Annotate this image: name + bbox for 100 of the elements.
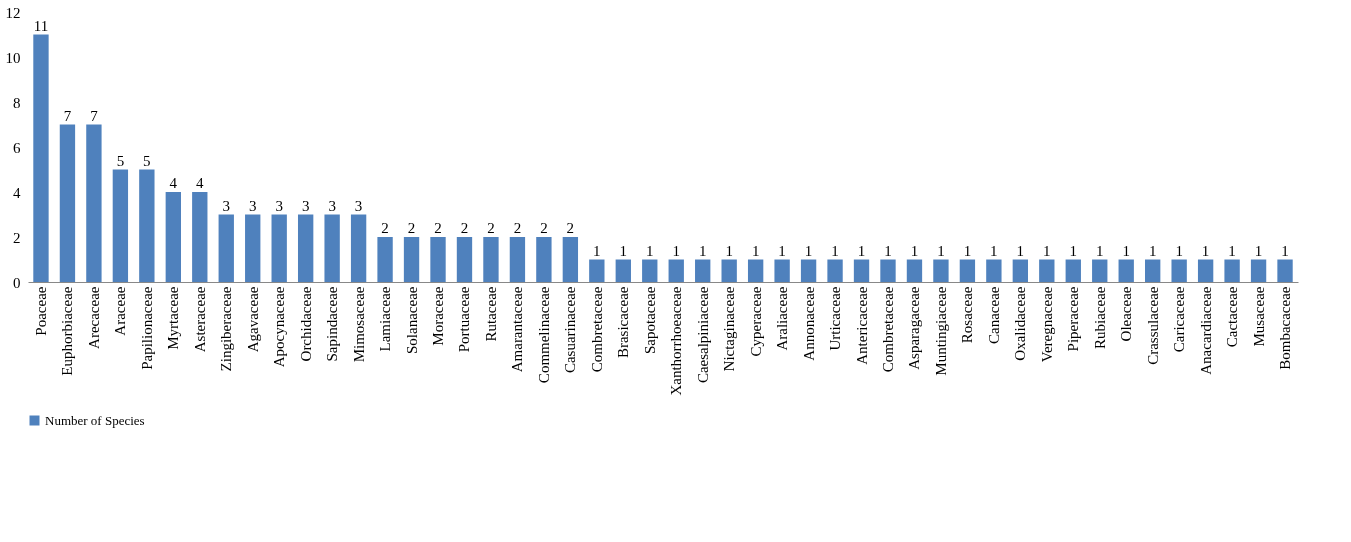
data-label: 3 — [275, 197, 283, 214]
bar — [59, 124, 76, 282]
x-tick-label: Arecaceae — [85, 286, 102, 349]
data-label: 2 — [513, 220, 522, 236]
data-label: 4 — [169, 175, 178, 191]
bar — [403, 237, 420, 282]
x-tick-label: Nictaginaceae — [721, 286, 738, 372]
bar — [139, 169, 155, 282]
bar — [747, 259, 764, 282]
x-tick-label: Euphorbiaceae — [59, 286, 76, 376]
y-tick-label: 0 — [13, 274, 21, 291]
bar — [959, 259, 976, 282]
data-label: 1 — [1175, 242, 1183, 259]
data-label: 11 — [33, 17, 49, 34]
x-tick-label: Mimosaceae — [350, 286, 367, 363]
x-tick-label: Moraceae — [430, 286, 447, 346]
x-tick-label: Canaceae — [985, 286, 1002, 344]
data-label: 2 — [487, 220, 495, 236]
bar — [562, 237, 579, 282]
data-label: 1 — [1069, 242, 1078, 259]
data-label: 2 — [407, 220, 416, 236]
bar — [192, 192, 208, 282]
x-tick-label: Rubiaceae — [1091, 286, 1108, 349]
data-label: 1 — [725, 242, 733, 259]
x-tick-label: Poaceae — [32, 286, 49, 336]
x-tick-label: Sapindaceae — [324, 286, 341, 362]
x-tick-label: Oleaceae — [1118, 286, 1135, 342]
x-tick-label: Asteraceae — [191, 286, 208, 353]
y-tick-label: 8 — [13, 94, 21, 111]
x-tick-label: Musaceae — [1250, 286, 1267, 347]
x-tick-label: Myrtaceae — [165, 286, 182, 350]
x-tick-label: Lamiaceae — [377, 286, 394, 352]
bar — [483, 237, 499, 282]
x-tick-label: Anacardiaceae — [1197, 286, 1214, 375]
x-tick-label: Solanaceae — [403, 286, 420, 354]
data-label: 2 — [434, 220, 442, 236]
bar — [933, 259, 949, 282]
x-tick-label: Xanthorrhoeaceae — [668, 286, 685, 396]
data-label: 1 — [1254, 242, 1263, 259]
bar — [218, 214, 234, 282]
bar — [165, 192, 181, 282]
x-tick-label: Papilionaceae — [138, 286, 155, 370]
bar — [271, 214, 287, 282]
bar — [1171, 259, 1187, 282]
bar — [1277, 259, 1293, 282]
bar — [86, 124, 102, 282]
data-label: 1 — [672, 242, 680, 259]
y-tick-label: 12 — [5, 4, 21, 21]
data-label: 1 — [1043, 242, 1051, 259]
data-label: 1 — [646, 242, 654, 259]
data-label: 3 — [301, 197, 310, 214]
bar — [721, 259, 737, 282]
y-tick-label: 10 — [5, 49, 21, 66]
y-tick-label: 6 — [13, 139, 21, 156]
y-tick-label: 2 — [13, 229, 21, 246]
bar — [1250, 259, 1267, 282]
x-tick-label: Rosaceae — [959, 286, 976, 344]
x-tick-label: Zingiberaceae — [218, 286, 235, 372]
data-label: 1 — [1095, 242, 1104, 259]
x-tick-label: Rutaceae — [482, 286, 499, 342]
bar — [1197, 259, 1214, 282]
data-label: 2 — [460, 220, 469, 236]
x-tick-label: Veregnaceae — [1038, 286, 1055, 363]
data-label: 2 — [540, 220, 548, 236]
x-tick-label: Bombacaceae — [1277, 286, 1294, 370]
data-label: 3 — [248, 197, 257, 214]
bar — [668, 259, 684, 282]
y-tick-label: 4 — [13, 184, 21, 201]
data-label: 4 — [196, 175, 205, 191]
x-tick-label: Cactaceae — [1224, 286, 1241, 348]
bar — [33, 34, 49, 282]
x-tick-label: Brasicaceae — [615, 286, 632, 359]
bar — [112, 169, 129, 282]
bar — [589, 259, 605, 282]
data-label: 1 — [937, 242, 945, 259]
x-tick-label: Commelinaceae — [535, 286, 552, 384]
data-label: 7 — [90, 107, 99, 124]
x-tick-label: Agavaceae — [244, 286, 261, 353]
bar — [880, 259, 896, 282]
data-label: 1 — [619, 242, 628, 259]
bar — [1065, 259, 1081, 282]
bar — [1012, 259, 1029, 282]
bar — [695, 259, 711, 282]
data-label: 1 — [1148, 242, 1157, 259]
x-tick-label: Combretaceae — [879, 286, 896, 373]
bar — [350, 214, 367, 282]
x-tick-label: Cyperaceae — [747, 286, 764, 357]
data-label: 1 — [778, 242, 786, 259]
x-tick-label: Piperaceae — [1065, 286, 1082, 352]
x-tick-label: Apocynaceae — [271, 286, 288, 368]
bar — [906, 259, 923, 282]
bar — [853, 259, 870, 282]
x-tick-label: Crassulaceae — [1144, 286, 1161, 365]
data-label: 1 — [1122, 242, 1130, 259]
data-label: 5 — [116, 152, 125, 169]
data-label: 3 — [328, 197, 336, 214]
data-label: 1 — [857, 242, 866, 259]
data-label: 7 — [63, 107, 72, 124]
bar — [986, 259, 1002, 282]
bar — [377, 237, 393, 282]
